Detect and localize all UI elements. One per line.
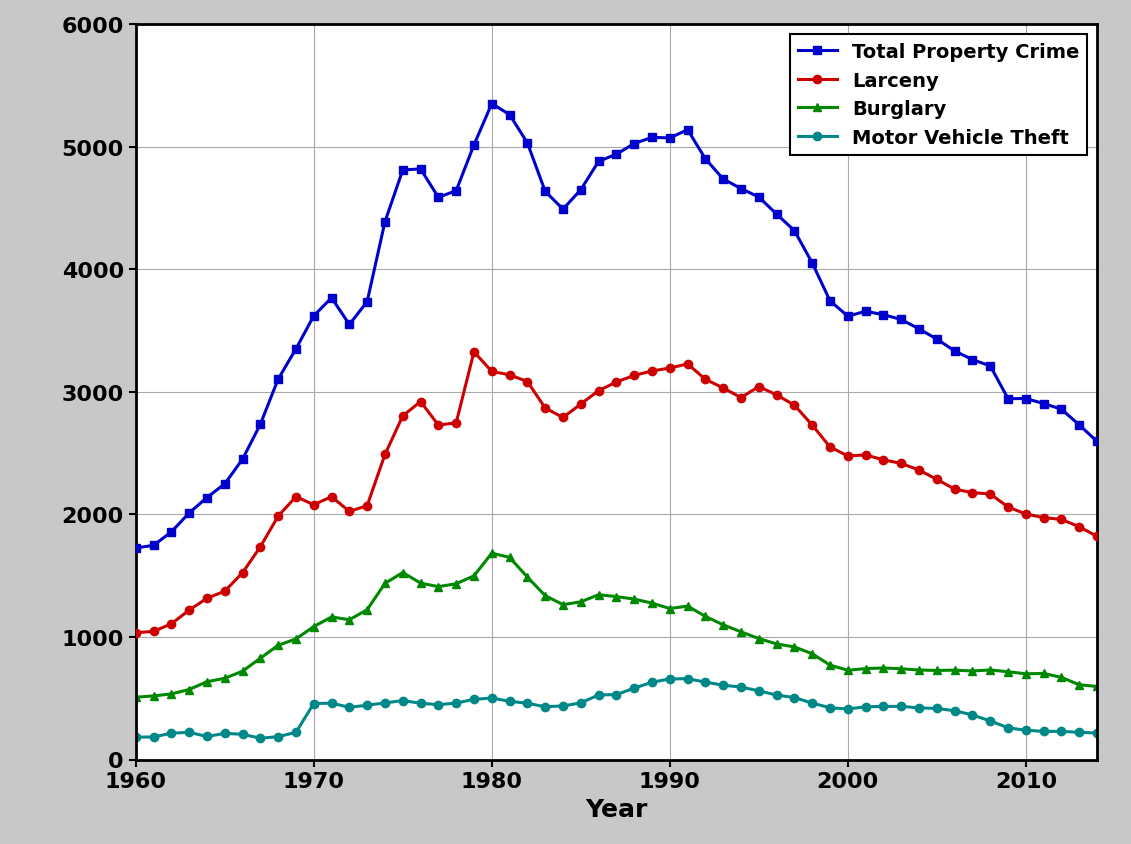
Total Property Crime — [1090, 437, 1104, 447]
Burglary — [485, 549, 499, 559]
Motor Vehicle Theft — [378, 698, 391, 708]
Burglary — [503, 553, 517, 563]
Total Property Crime — [307, 311, 320, 322]
Larceny — [1001, 502, 1015, 512]
Motor Vehicle Theft — [129, 732, 143, 742]
Burglary — [129, 692, 143, 702]
Total Property Crime — [503, 111, 517, 121]
Burglary — [1072, 680, 1086, 690]
Burglary — [235, 666, 249, 676]
Motor Vehicle Theft — [503, 696, 517, 706]
Burglary — [1001, 667, 1015, 677]
Total Property Crime — [485, 100, 499, 110]
Motor Vehicle Theft — [253, 733, 267, 744]
Motor Vehicle Theft — [235, 729, 249, 739]
Legend: Total Property Crime, Larceny, Burglary, Motor Vehicle Theft: Total Property Crime, Larceny, Burglary,… — [789, 35, 1087, 155]
Larceny — [503, 371, 517, 381]
Motor Vehicle Theft — [1072, 728, 1086, 738]
Line: Motor Vehicle Theft: Motor Vehicle Theft — [131, 674, 1102, 743]
Larceny — [129, 628, 143, 638]
Total Property Crime — [235, 455, 249, 465]
Motor Vehicle Theft — [325, 698, 338, 708]
Total Property Crime — [1001, 394, 1015, 404]
Line: Total Property Crime: Total Property Crime — [131, 100, 1102, 553]
Burglary — [307, 622, 320, 632]
Burglary — [1090, 682, 1104, 692]
Larceny — [307, 500, 320, 511]
Burglary — [361, 605, 374, 615]
Line: Larceny: Larceny — [131, 349, 1102, 637]
Larceny — [1072, 522, 1086, 533]
Motor Vehicle Theft — [1019, 725, 1033, 735]
Larceny — [467, 347, 481, 357]
Line: Burglary: Burglary — [131, 549, 1102, 701]
Larceny — [1090, 532, 1104, 542]
Total Property Crime — [361, 297, 374, 307]
Larceny — [235, 568, 249, 578]
Motor Vehicle Theft — [1090, 728, 1104, 738]
Motor Vehicle Theft — [681, 674, 694, 684]
X-axis label: Year: Year — [585, 797, 648, 821]
Total Property Crime — [1072, 420, 1086, 430]
Total Property Crime — [129, 544, 143, 554]
Larceny — [361, 501, 374, 511]
